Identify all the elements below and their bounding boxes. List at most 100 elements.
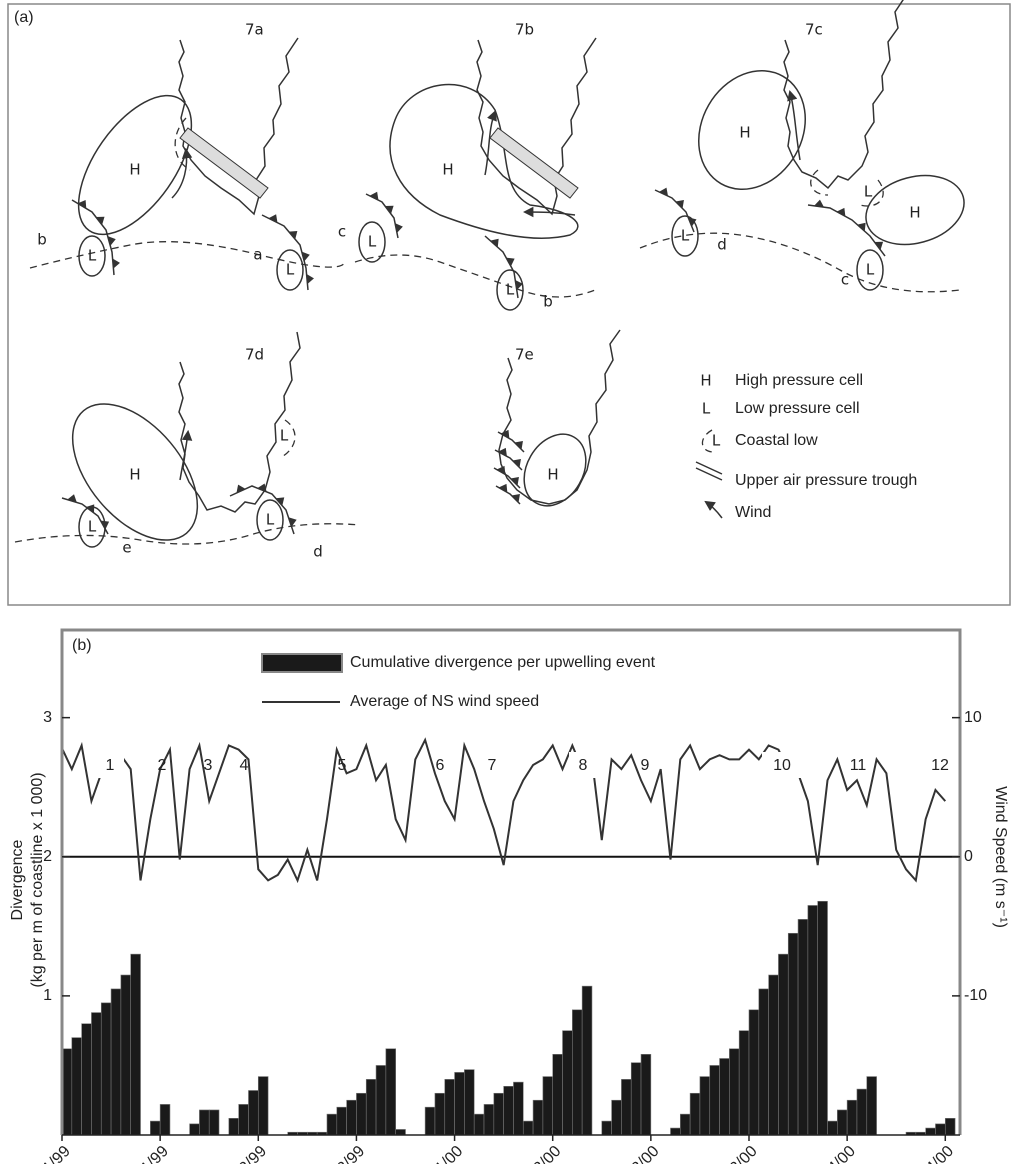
annotation-box bbox=[569, 752, 597, 778]
mark: L bbox=[681, 227, 690, 245]
bar bbox=[522, 1120, 534, 1136]
y2-tick-label: -10 bbox=[964, 987, 987, 1004]
front-triangle bbox=[514, 441, 523, 450]
legend-text: Coastal low bbox=[735, 432, 818, 449]
trough bbox=[489, 127, 579, 199]
trough-line bbox=[639, 232, 961, 293]
high-cell bbox=[697, 70, 807, 190]
bar bbox=[944, 1118, 956, 1136]
mark: e bbox=[122, 539, 131, 557]
legend-text: Cumulative divergence per upwelling even… bbox=[350, 654, 656, 671]
y2-tick-label: 10 bbox=[964, 709, 982, 726]
bar bbox=[787, 932, 799, 1136]
bar bbox=[562, 1030, 573, 1136]
mark: b bbox=[543, 293, 553, 311]
mark: H bbox=[129, 466, 140, 484]
bar bbox=[120, 974, 131, 1136]
low-cell bbox=[856, 249, 884, 291]
legend-text: Average of NS wind speed bbox=[350, 693, 539, 710]
legend-swatch bbox=[261, 653, 343, 673]
x-tick-label: 21/11/99 bbox=[117, 1143, 172, 1164]
front-triangle bbox=[385, 205, 394, 214]
mark: a bbox=[253, 246, 262, 264]
x-tick-label: 09/04/00 bbox=[803, 1143, 859, 1164]
trough bbox=[179, 127, 269, 199]
coast bbox=[178, 37, 299, 216]
bar bbox=[473, 1113, 485, 1136]
mark: b bbox=[37, 231, 47, 249]
mark: L bbox=[286, 261, 295, 279]
legend-text: Wind bbox=[735, 504, 771, 521]
coast bbox=[498, 329, 621, 505]
low-cell bbox=[256, 499, 284, 541]
front-triangle bbox=[306, 274, 314, 284]
wind bbox=[171, 147, 193, 199]
mark: L bbox=[506, 281, 515, 299]
diagram: 7a H L L b a 7b H L L c b 7c H H L L L d… bbox=[14, 0, 965, 561]
bar bbox=[935, 1123, 946, 1136]
mark: c bbox=[338, 223, 346, 241]
annotation: 10 bbox=[773, 757, 791, 774]
front-triangle bbox=[257, 483, 267, 492]
front-triangle bbox=[496, 465, 506, 475]
bar bbox=[778, 953, 789, 1136]
low-cell bbox=[496, 269, 524, 311]
bar bbox=[257, 1076, 269, 1136]
front-triangle bbox=[512, 459, 521, 468]
front-triangle bbox=[67, 494, 77, 503]
panel-title: 7e bbox=[515, 346, 534, 364]
annotation: 1 bbox=[106, 757, 115, 774]
bar bbox=[581, 985, 593, 1136]
bar bbox=[356, 1092, 367, 1136]
coastal-low bbox=[810, 169, 829, 196]
annotation-box bbox=[762, 752, 802, 778]
mark: c bbox=[841, 271, 849, 289]
x-tick-label: 29/04/00 bbox=[901, 1143, 957, 1164]
legend-trough bbox=[695, 461, 723, 481]
chart: (b)123-1001001/11/9921/11/9911/12/9931/1… bbox=[9, 628, 1009, 1164]
panel-a-frame bbox=[7, 3, 1011, 606]
x-tick-label: 29/02/00 bbox=[607, 1143, 663, 1164]
bar bbox=[611, 1099, 622, 1136]
front-triangle bbox=[369, 191, 379, 201]
mark: L bbox=[368, 233, 377, 251]
wind-line bbox=[61, 737, 947, 884]
front bbox=[229, 485, 295, 535]
bar bbox=[758, 988, 769, 1136]
front-triangle bbox=[395, 223, 403, 233]
mark: d bbox=[313, 543, 323, 561]
annotation: 6 bbox=[436, 757, 445, 774]
low-cell bbox=[276, 249, 304, 291]
annotation: 9 bbox=[641, 757, 650, 774]
x-tick-label: 20/01/00 bbox=[410, 1143, 466, 1164]
front-triangle bbox=[675, 200, 684, 209]
bar bbox=[572, 1009, 583, 1136]
coast bbox=[476, 37, 597, 216]
panel-title: 7b bbox=[515, 21, 534, 39]
front-triangle bbox=[301, 251, 310, 262]
panel-title: 7c bbox=[805, 21, 823, 39]
bar bbox=[797, 919, 809, 1136]
bar bbox=[719, 1058, 730, 1136]
high-cell bbox=[77, 94, 193, 236]
coastal-low bbox=[859, 179, 884, 207]
bar bbox=[248, 1090, 259, 1136]
mark: L bbox=[864, 183, 873, 201]
annotation-box bbox=[96, 752, 124, 778]
annotation: 4 bbox=[240, 757, 249, 774]
coast bbox=[178, 331, 301, 513]
bar bbox=[532, 1099, 544, 1136]
legend-text: Low pressure cell bbox=[735, 400, 860, 417]
bar bbox=[228, 1118, 239, 1136]
bar bbox=[699, 1076, 711, 1136]
front-triangle bbox=[688, 217, 697, 227]
plot-frame bbox=[60, 628, 962, 1135]
wind bbox=[484, 110, 497, 176]
front-triangle bbox=[658, 187, 669, 197]
mark: L bbox=[88, 518, 97, 536]
mark: L bbox=[266, 511, 275, 529]
mark: L bbox=[88, 247, 97, 265]
front-triangle bbox=[506, 257, 515, 267]
coast bbox=[783, 0, 904, 190]
y-axis-label: Divergence bbox=[9, 839, 26, 920]
